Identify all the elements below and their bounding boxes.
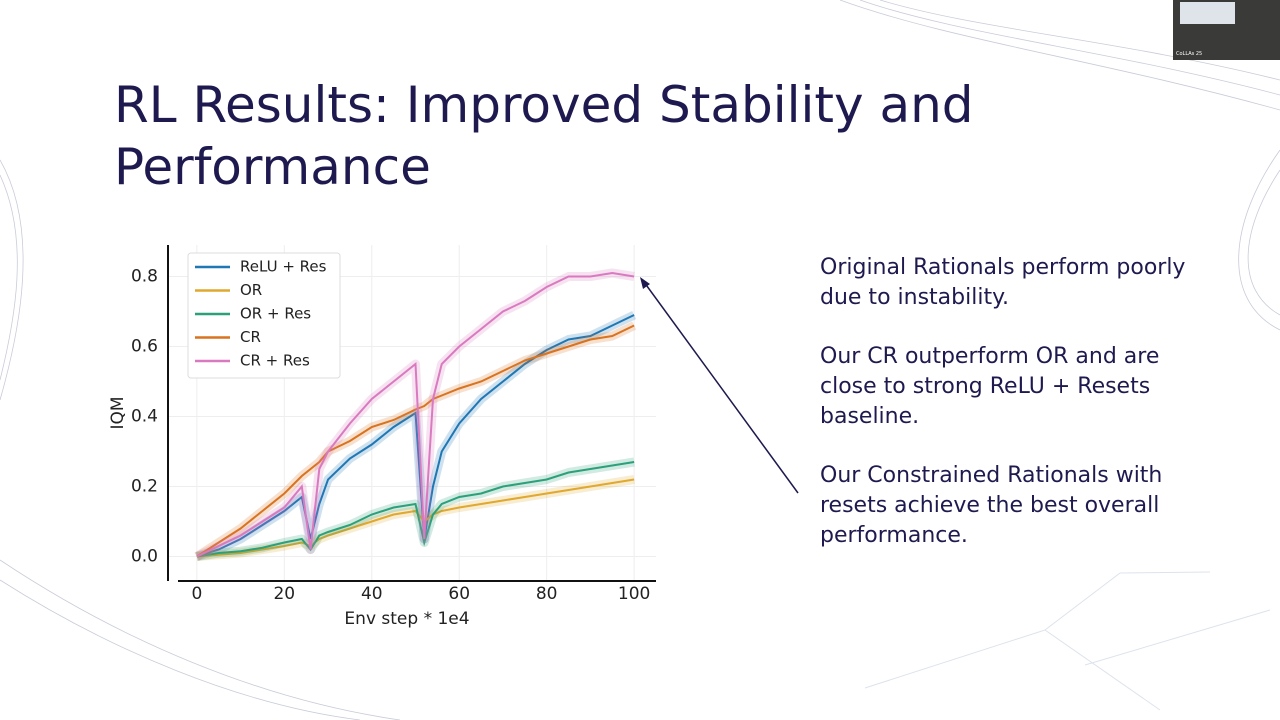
x-tick-label: 80: [536, 584, 558, 604]
legend-label: CR + Res: [240, 352, 310, 370]
webcam-label: CoLLAs 25: [1176, 51, 1202, 57]
x-tick-label: 100: [618, 584, 650, 604]
arrow: [643, 281, 799, 494]
paragraph: Original Rationals perform poorly due to…: [820, 255, 1186, 310]
x-axis-label: Env step * 1e4: [344, 609, 469, 629]
x-tick-label: 0: [191, 584, 202, 604]
y-tick-label: 0.6: [131, 337, 158, 357]
legend-label: OR + Res: [240, 305, 311, 323]
legend-label: CR: [240, 328, 261, 346]
paragraph: Our Constrained Rationals with resets ac…: [820, 463, 1163, 548]
y-tick-label: 0.8: [131, 267, 158, 287]
paragraph: Our CR outperform OR and are close to st…: [820, 344, 1160, 429]
y-tick-label: 0.0: [131, 547, 158, 567]
line: [196, 314, 635, 558]
line: [196, 324, 635, 558]
chart: 0.0 0.2 0.4 0.6 0.8 0 20 40 60 80 100 Env step * 1e…: [108, 245, 656, 629]
legend-box: [187, 252, 341, 379]
line: [196, 461, 635, 558]
line: [196, 478, 635, 558]
slide-title: RL Results: Improved Stability and Perfo…: [114, 76, 974, 196]
arrow-head: [640, 277, 650, 289]
line: [196, 271, 635, 558]
x-tick-label: 60: [448, 584, 470, 604]
legend-label: OR: [240, 281, 262, 299]
x-tick-label: 40: [361, 584, 383, 604]
y-axis-label: IQM: [108, 396, 128, 429]
x-tick-label: 20: [273, 584, 295, 604]
y-tick-label: 0.4: [131, 407, 158, 427]
legend-label: ReLU + Res: [240, 258, 327, 276]
y-tick-label: 0.2: [131, 477, 158, 497]
